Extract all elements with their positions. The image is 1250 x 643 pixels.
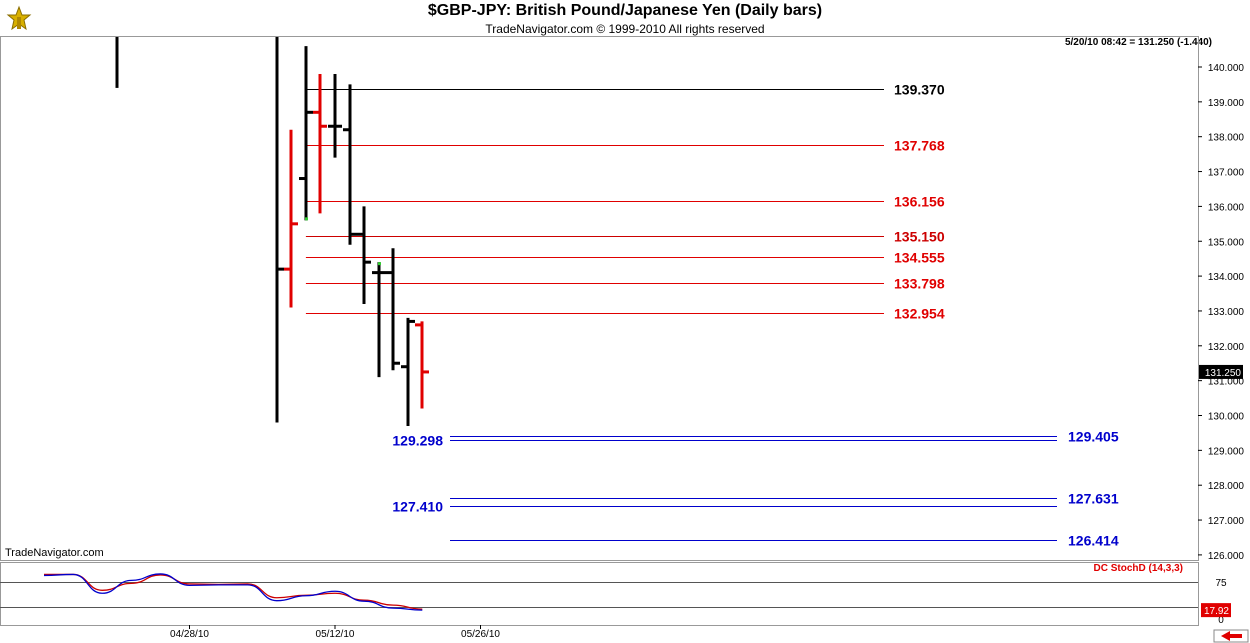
ohlc-bar <box>357 206 371 304</box>
date-axis-label: 04/28/10 <box>170 629 209 640</box>
stoch-panel-frame <box>0 562 1199 626</box>
stoch-axis-label: 0 <box>1218 615 1224 626</box>
price-axis-label: 139.000 <box>1208 98 1245 109</box>
chart-subtitle: TradeNavigator.com © 1999-2010 All right… <box>485 22 765 36</box>
ohlc-bar <box>313 73 327 214</box>
support-level-label: 129.405 <box>1068 429 1119 445</box>
stoch-series-line-blue <box>43 573 423 611</box>
price-axis-label: 129.000 <box>1208 446 1245 457</box>
scroll-right-arrow-icon[interactable] <box>1213 629 1249 643</box>
price-axis-label: 133.000 <box>1208 307 1245 318</box>
ohlc-bar <box>343 84 357 245</box>
last-price-label: 131.250 <box>1205 368 1242 379</box>
support-level-label: 127.410 <box>392 499 443 515</box>
resistance-level-label: 134.555 <box>894 250 945 266</box>
ohlc-bar <box>328 73 342 158</box>
resistance-level-label: 139.370 <box>894 82 945 98</box>
price-axis-label: 134.000 <box>1208 272 1245 283</box>
ohlc-bar <box>386 248 400 371</box>
trade-navigator-logo-icon <box>4 3 34 33</box>
price-axis-label: 135.000 <box>1208 237 1245 248</box>
resistance-level-label: 136.156 <box>894 194 945 210</box>
price-axis-label: 138.000 <box>1208 133 1245 144</box>
resistance-level-label: 132.954 <box>894 306 945 322</box>
support-level-label: 126.414 <box>1068 533 1119 549</box>
chart-title: $GBP-JPY: British Pound/Japanese Yen (Da… <box>427 2 823 19</box>
price-axis-label: 128.000 <box>1208 481 1245 492</box>
price-axis-label: 140.000 <box>1208 63 1245 74</box>
date-axis-label: 05/12/10 <box>316 629 355 640</box>
price-axis-label: 126.000 <box>1208 551 1245 562</box>
ohlc-bar <box>415 321 429 409</box>
price-axis-label: 132.000 <box>1208 342 1245 353</box>
support-level-label: 129.298 <box>392 433 443 449</box>
support-level-label: 127.631 <box>1068 491 1119 507</box>
watermark: TradeNavigator.com <box>5 547 104 559</box>
resistance-level-label: 137.768 <box>894 138 945 154</box>
stoch-axis-label: 75 <box>1215 578 1227 589</box>
ohlc-bar <box>372 262 386 378</box>
price-axis-label: 127.000 <box>1208 516 1245 527</box>
arrow-shape <box>1221 631 1242 641</box>
ohlc-bar <box>401 317 415 426</box>
stoch-last-tag <box>1201 603 1231 618</box>
last-quote: 5/20/10 08:42 = 131.250 (-1.440) <box>1064 37 1212 48</box>
ohlc-bar-marker <box>305 217 308 221</box>
price-axis-label: 130.000 <box>1208 412 1245 423</box>
ohlc-bar-marker <box>378 262 381 266</box>
stoch-title: DC StochD (14,3,3) <box>1094 563 1183 574</box>
ohlc-bar <box>275 37 284 423</box>
price-panel-frame <box>0 36 1199 561</box>
date-axis-label: 05/26/10 <box>461 629 500 640</box>
ohlc-bar <box>299 46 313 221</box>
resistance-level-label: 133.798 <box>894 276 945 292</box>
resistance-level-label: 135.150 <box>894 229 945 245</box>
last-price-tag <box>1199 364 1243 379</box>
stoch-last-label: 17.92 <box>1204 606 1229 617</box>
ohlc-bar <box>284 129 298 308</box>
price-axis-label: 136.000 <box>1208 202 1245 213</box>
price-axis-label: 131.000 <box>1208 377 1245 388</box>
price-axis-label: 137.000 <box>1208 168 1245 179</box>
stoch-series-line-red <box>44 573 423 610</box>
